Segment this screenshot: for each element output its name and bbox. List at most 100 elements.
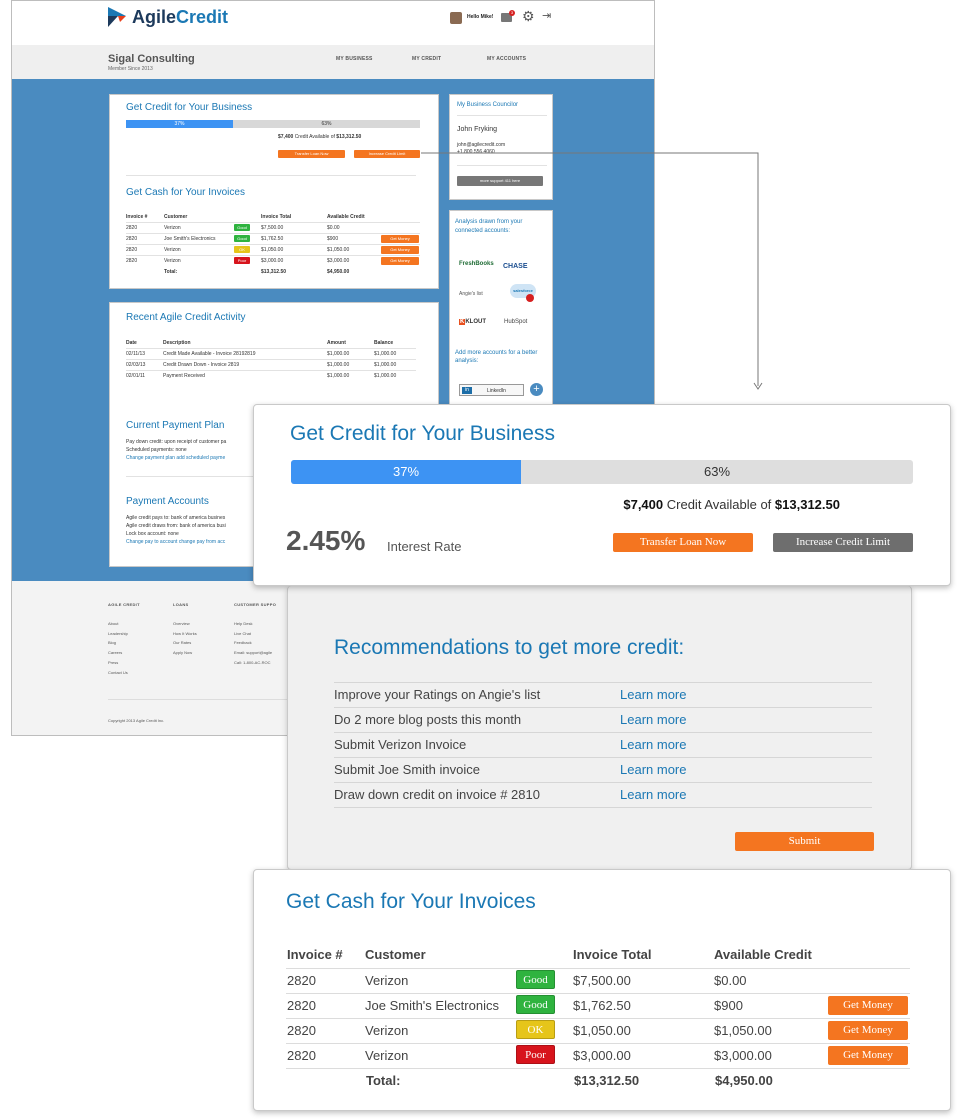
learn-more-link[interactable]: Learn more bbox=[620, 737, 687, 752]
footer-link[interactable]: Contact Us bbox=[108, 669, 128, 675]
payment-accounts-title: Payment Accounts bbox=[126, 496, 209, 507]
footer-link[interactable]: Feedback bbox=[234, 640, 252, 646]
available-credit: $0.00 bbox=[714, 973, 747, 988]
gear-icon[interactable]: ⚙ bbox=[522, 8, 535, 24]
footer-link[interactable]: Live Chat bbox=[234, 630, 251, 636]
payment-plan-line2: Scheduled payments: none bbox=[126, 447, 187, 453]
support-button[interactable]: more support 411 here bbox=[457, 176, 543, 186]
klout-logo: KKLOUT bbox=[459, 319, 486, 325]
mini-get-money-button[interactable]: Get Money bbox=[381, 246, 419, 254]
footer-heading: AGILE CREDIT bbox=[108, 602, 140, 607]
learn-more-link[interactable]: Learn more bbox=[620, 712, 687, 727]
footer-link[interactable]: Apply Now bbox=[173, 650, 193, 656]
credit-mini-progress: 37% 63% bbox=[126, 120, 420, 128]
footer-link[interactable]: About bbox=[108, 621, 119, 626]
recommendation-text: Draw down credit on invoice # 2810 bbox=[334, 787, 540, 802]
payment-accounts-line2: Agile credit draws from: bank of america… bbox=[126, 523, 226, 529]
activity-balance: $1,000.00 bbox=[374, 373, 397, 379]
mini-row-rule bbox=[126, 222, 420, 223]
invoice-total: $3,000.00 bbox=[573, 1048, 631, 1063]
mini-invoice-number: 2820 bbox=[126, 247, 138, 253]
payment-plan-links[interactable]: Change payment plan add scheduled payme bbox=[126, 455, 226, 461]
footer-link[interactable]: Leadership bbox=[108, 630, 128, 636]
recommendations-title: Recommendations to get more credit: bbox=[334, 636, 685, 659]
total-available: $4,950.00 bbox=[715, 1073, 773, 1088]
mini-increase-button[interactable]: Increase Credit Limit bbox=[354, 150, 420, 158]
mini-total-invoice: $13,312.50 bbox=[261, 269, 287, 275]
footer-link[interactable]: Press bbox=[108, 659, 119, 665]
mini-total-available: $4,950.00 bbox=[327, 269, 350, 275]
interest-rate-value: 2.45% bbox=[286, 525, 366, 556]
mini-total-label: Total: bbox=[164, 269, 178, 275]
mini-invoice-number: 2820 bbox=[126, 236, 138, 242]
col-customer: Customer bbox=[365, 947, 426, 962]
rating-badge: OK bbox=[516, 1020, 555, 1039]
footer-heading: CUSTOMER SUPPO bbox=[234, 602, 277, 607]
footer-link[interactable]: Blog bbox=[108, 640, 117, 646]
recommendation-item: Submit Joe Smith invoice Learn more bbox=[334, 757, 872, 782]
remove-icon[interactable] bbox=[526, 294, 534, 302]
rating-badge: Good bbox=[516, 970, 555, 989]
activity-amount: $1,000.00 bbox=[327, 373, 350, 379]
logout-icon[interactable]: ⇥ bbox=[542, 10, 552, 22]
col-invoice-number: Invoice # bbox=[287, 947, 343, 962]
mini-invoice-total: $7,500.00 bbox=[261, 225, 284, 231]
rating-badge: Poor bbox=[516, 1045, 555, 1064]
footer-link[interactable]: Call: 1-800-AC-ROC bbox=[234, 659, 271, 665]
linkedin-connect-button[interactable]: in LinkedIn bbox=[459, 384, 524, 396]
mini-available-amount: $7,400 bbox=[278, 134, 294, 140]
col-invoice-total: Invoice Total bbox=[573, 947, 652, 962]
recommendation-text: Submit Verizon Invoice bbox=[334, 737, 467, 752]
copyright: Copyright 2013 Agile Credit Inc. bbox=[108, 718, 165, 723]
increase-credit-limit-button[interactable]: Increase Credit Limit bbox=[773, 533, 913, 552]
analysis-title: Analysis drawn from your connected accou… bbox=[455, 219, 523, 234]
footer-link[interactable]: Email: support@agile bbox=[234, 650, 273, 656]
mini-get-money-button[interactable]: Get Money bbox=[381, 235, 419, 243]
transfer-loan-button[interactable]: Transfer Loan Now bbox=[613, 533, 753, 552]
agilecredit-logo-icon bbox=[108, 7, 126, 27]
available-credit: $3,000.00 bbox=[714, 1048, 772, 1063]
mini-invoice-total: $3,000.00 bbox=[261, 258, 284, 264]
activity-col-balance: Balance bbox=[374, 340, 394, 346]
councilor-email[interactable]: john@agilecredit.com bbox=[457, 142, 506, 148]
activity-row-rule bbox=[126, 348, 416, 349]
activity-balance: $1,000.00 bbox=[374, 351, 397, 357]
activity-col-amount: Amount bbox=[327, 340, 346, 346]
mini-get-money-button[interactable]: Get Money bbox=[381, 257, 419, 265]
footer-link[interactable]: Our Rates bbox=[173, 640, 192, 646]
submit-button[interactable]: Submit bbox=[735, 832, 874, 851]
mail-icon[interactable] bbox=[501, 13, 512, 22]
cash-card-title: Get Cash for Your Invoices bbox=[286, 890, 536, 913]
brand-part1: Agile bbox=[132, 7, 177, 27]
activity-col-date: Date bbox=[126, 340, 137, 346]
learn-more-link[interactable]: Learn more bbox=[620, 787, 687, 802]
footer-link[interactable]: Careers bbox=[108, 650, 123, 656]
activity-row-rule bbox=[126, 370, 416, 371]
footer-link[interactable]: How It Works bbox=[173, 630, 197, 636]
credit-available-total: $13,312.50 bbox=[774, 497, 840, 512]
learn-more-link[interactable]: Learn more bbox=[620, 762, 687, 777]
payment-accounts-links[interactable]: Change pay to account change pay from ac… bbox=[126, 539, 226, 545]
councilor-title: My Business Councilor bbox=[457, 102, 519, 108]
avatar[interactable] bbox=[450, 12, 462, 24]
col-available-credit: Available Credit bbox=[714, 947, 812, 962]
brand-logo[interactable]: AgileCredit bbox=[132, 7, 228, 28]
add-account-icon[interactable]: + bbox=[530, 383, 543, 396]
learn-more-link[interactable]: Learn more bbox=[620, 687, 687, 702]
get-money-button[interactable]: Get Money bbox=[828, 996, 908, 1015]
footer-link[interactable]: Help Desk bbox=[234, 621, 253, 626]
mini-invoice-total: $1,050.00 bbox=[261, 247, 284, 253]
mini-customer-name: Verizon bbox=[164, 247, 181, 253]
recommendation-item: Improve your Ratings on Angie's list Lear… bbox=[334, 682, 872, 707]
get-money-button[interactable]: Get Money bbox=[828, 1021, 908, 1040]
nav-my-business[interactable]: MY BUSINESS bbox=[336, 56, 373, 62]
recommendation-text: Submit Joe Smith invoice bbox=[334, 762, 480, 777]
mini-transfer-button[interactable]: Transfer Loan Now bbox=[278, 150, 345, 158]
footer-link[interactable]: Overview bbox=[173, 621, 190, 626]
nav-my-accounts[interactable]: MY ACCOUNTS bbox=[487, 56, 527, 62]
get-money-button[interactable]: Get Money bbox=[828, 1046, 908, 1065]
nav-my-credit[interactable]: MY CREDIT bbox=[412, 56, 442, 62]
table-row: 2820 Joe Smith's Electronics Good $1,762.50… bbox=[286, 993, 910, 1018]
linkedin-icon: in bbox=[462, 387, 472, 394]
mini-row-rule bbox=[126, 233, 420, 234]
